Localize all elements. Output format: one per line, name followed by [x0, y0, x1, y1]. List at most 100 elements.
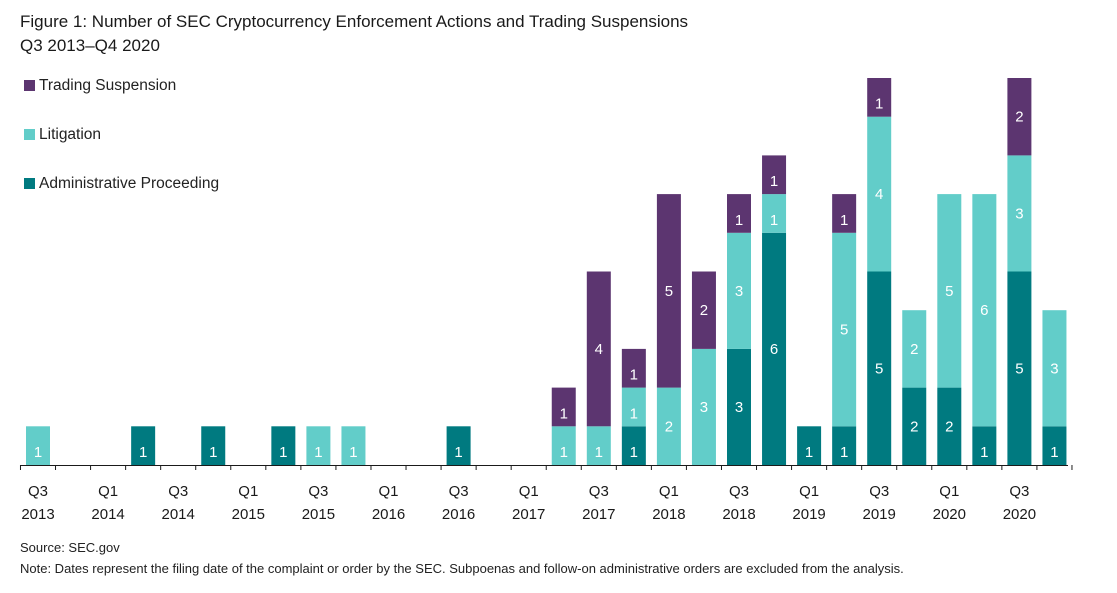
data-label-litigation-q3-2017: 1 — [595, 444, 603, 461]
bar-administrative-proceeding-q3-2016 — [446, 426, 471, 465]
data-label-administrative-proceeding-q4-2017: 1 — [630, 444, 638, 461]
legend-swatch-administrative-proceeding — [24, 178, 35, 189]
x-tick-label-year: 2018 — [652, 506, 685, 523]
bar-trading-suspension-q2-2017 — [551, 387, 576, 427]
legend-item-administrative-proceeding: Administrative Proceeding — [24, 174, 219, 194]
bar-trading-suspension-q1-2018 — [656, 194, 681, 388]
x-tick-label-year: 2019 — [792, 506, 825, 523]
data-label-litigation-q3-2013: 1 — [34, 444, 42, 461]
data-label-litigation-q1-2018: 2 — [665, 418, 673, 435]
x-tick-label-quarter: Q1 — [238, 483, 258, 500]
data-label-trading-suspension-q2-2018: 2 — [700, 302, 708, 319]
data-label-administrative-proceeding-q2-2020: 1 — [980, 444, 988, 461]
x-tick-label-quarter: Q3 — [729, 483, 749, 500]
data-label-litigation-q3-2019: 4 — [875, 186, 883, 203]
x-tick-label-quarter: Q1 — [939, 483, 959, 500]
data-label-trading-suspension-q2-2019: 1 — [840, 212, 848, 229]
x-tick-label-quarter: Q3 — [869, 483, 889, 500]
x-tick-label-quarter: Q1 — [799, 483, 819, 500]
bar-administrative-proceeding-q1-2019 — [797, 426, 822, 465]
data-label-administrative-proceeding-q3-2020: 5 — [1015, 360, 1023, 377]
data-label-trading-suspension-q3-2020: 2 — [1015, 109, 1023, 126]
x-tick-label-year: 2018 — [722, 506, 755, 523]
x-tick-label-year: 2016 — [372, 506, 405, 523]
bar-litigation-q2-2019 — [832, 232, 857, 427]
bar-administrative-proceeding-q3-2019 — [867, 271, 892, 465]
bar-trading-suspension-q3-2018 — [727, 194, 751, 233]
bar-litigation-q3-2018 — [727, 232, 751, 349]
x-tick-label-year: 2017 — [512, 506, 545, 523]
x-tick-label-year: 2014 — [162, 506, 195, 523]
footnote: Note: Dates represent the filing date of… — [20, 561, 904, 576]
data-label-litigation-q2-2020: 6 — [980, 302, 988, 319]
bar-litigation-q2-2020 — [972, 194, 997, 427]
bar-administrative-proceeding-q2-2019 — [832, 426, 857, 465]
x-tick-label-quarter: Q3 — [449, 483, 469, 500]
bar-administrative-proceeding-q4-2014 — [201, 426, 226, 465]
bar-administrative-proceeding-q2-2015 — [271, 426, 296, 465]
x-tick-label-quarter: Q1 — [378, 483, 398, 500]
data-label-trading-suspension-q3-2017: 4 — [595, 341, 603, 358]
bar-administrative-proceeding-q4-2019 — [902, 387, 927, 465]
bar-administrative-proceeding-q2-2014 — [131, 426, 156, 465]
bar-litigation-q3-2015 — [306, 426, 331, 465]
data-label-trading-suspension-q1-2018: 5 — [665, 283, 673, 300]
data-label-administrative-proceeding-q1-2020: 2 — [945, 418, 953, 435]
legend-swatch-litigation — [24, 129, 35, 140]
data-label-litigation-q4-2017: 1 — [630, 405, 638, 422]
x-tick-label-quarter: Q3 — [589, 483, 609, 500]
data-label-litigation-q2-2017: 1 — [560, 444, 568, 461]
data-label-trading-suspension-q3-2019: 1 — [875, 96, 883, 113]
bar-administrative-proceeding-q4-2020 — [1042, 426, 1067, 465]
bar-litigation-q4-2018 — [762, 194, 787, 233]
data-label-litigation-q4-2020: 3 — [1050, 360, 1058, 377]
bar-litigation-q3-2020 — [1007, 155, 1032, 272]
x-tick-label-year: 2015 — [232, 506, 265, 523]
data-label-trading-suspension-q4-2018: 1 — [770, 173, 778, 190]
bar-administrative-proceeding-q4-2018 — [762, 232, 787, 465]
bar-trading-suspension-q3-2020 — [1007, 78, 1032, 156]
title-line-2: Q3 2013–Q4 2020 — [20, 36, 160, 55]
data-label-litigation-q3-2015: 1 — [314, 444, 322, 461]
data-label-litigation-q3-2020: 3 — [1015, 205, 1023, 222]
bar-trading-suspension-q3-2019 — [867, 78, 892, 117]
title-line-1: Figure 1: Number of SEC Cryptocurrency E… — [20, 12, 689, 31]
data-label-administrative-proceeding-q3-2019: 5 — [875, 360, 883, 377]
bar-trading-suspension-q4-2017 — [621, 348, 646, 388]
x-tick-label-year: 2016 — [442, 506, 475, 523]
data-label-administrative-proceeding-q2-2019: 1 — [840, 444, 848, 461]
bar-administrative-proceeding-q2-2020 — [972, 426, 997, 465]
legend-label-administrative-proceeding: Administrative Proceeding — [39, 175, 220, 192]
data-label-litigation-q2-2019: 5 — [840, 322, 848, 339]
bar-trading-suspension-q3-2017 — [586, 271, 611, 427]
bar-litigation-q4-2019 — [902, 310, 927, 388]
bar-litigation-q4-2015 — [341, 426, 366, 465]
x-tick-label-year: 2020 — [933, 506, 966, 523]
data-label-litigation-q4-2019: 2 — [910, 341, 918, 358]
bar-administrative-proceeding-q1-2020 — [937, 387, 962, 465]
data-label-litigation-q2-2018: 3 — [700, 399, 708, 416]
legend-label-litigation: Litigation — [39, 126, 102, 143]
bar-litigation-q1-2018 — [656, 387, 681, 465]
x-tick-label-quarter: Q3 — [308, 483, 328, 500]
data-label-administrative-proceeding-q1-2019: 1 — [805, 444, 813, 461]
data-label-trading-suspension-q4-2017: 1 — [630, 367, 638, 384]
legend-swatch-trading-suspension — [24, 80, 35, 91]
data-label-trading-suspension-q2-2017: 1 — [560, 405, 568, 422]
bar-litigation-q3-2017 — [586, 426, 611, 465]
legend-item-litigation: Litigation — [24, 125, 101, 145]
data-label-administrative-proceeding-q4-2014: 1 — [209, 444, 217, 461]
x-tick-label-year: 2017 — [582, 506, 615, 523]
source-note: Source: SEC.gov — [20, 540, 120, 555]
data-label-administrative-proceeding-q4-2018: 6 — [770, 341, 778, 358]
x-tick-label-year: 2013 — [21, 506, 54, 523]
bar-litigation-q4-2020 — [1042, 310, 1067, 427]
bar-trading-suspension-q4-2018 — [762, 155, 787, 195]
data-label-litigation-q3-2018: 3 — [735, 283, 743, 300]
legend-item-trading-suspension: Trading Suspension — [24, 76, 176, 96]
data-label-administrative-proceeding-q2-2014: 1 — [139, 444, 147, 461]
x-tick-label-year: 2014 — [91, 506, 124, 523]
data-label-administrative-proceeding-q3-2018: 3 — [735, 399, 743, 416]
data-label-administrative-proceeding-q4-2020: 1 — [1050, 444, 1058, 461]
data-label-administrative-proceeding-q3-2016: 1 — [454, 444, 462, 461]
